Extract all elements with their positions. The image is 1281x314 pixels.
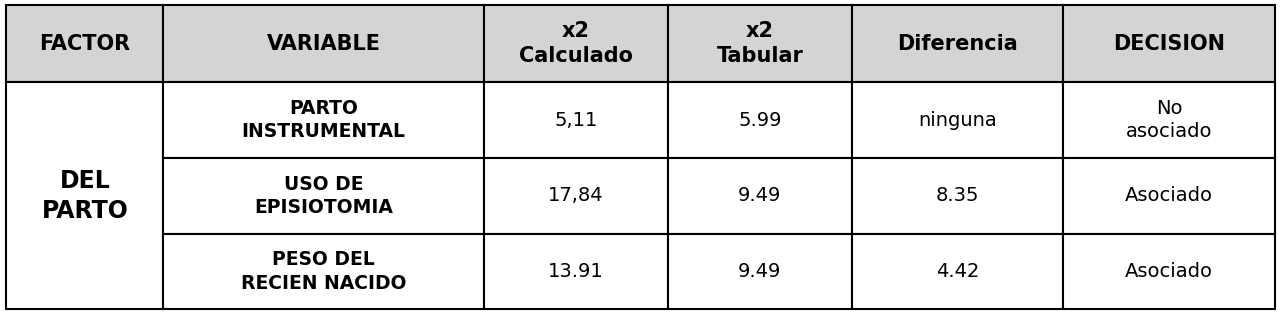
Bar bbox=[484, 234, 667, 309]
Text: PARTO
INSTRUMENTAL: PARTO INSTRUMENTAL bbox=[241, 99, 406, 141]
Text: 17,84: 17,84 bbox=[548, 186, 603, 205]
Text: DECISION: DECISION bbox=[1113, 34, 1225, 54]
Text: DEL
PARTO: DEL PARTO bbox=[41, 169, 128, 223]
Text: 4.42: 4.42 bbox=[936, 262, 979, 281]
Bar bbox=[1063, 82, 1275, 158]
Text: 13.91: 13.91 bbox=[548, 262, 603, 281]
Bar bbox=[1063, 158, 1275, 234]
Bar bbox=[852, 82, 1063, 158]
Bar bbox=[163, 234, 484, 309]
Bar bbox=[163, 82, 484, 158]
Bar bbox=[484, 5, 667, 82]
Bar bbox=[163, 158, 484, 234]
Bar bbox=[484, 82, 667, 158]
Text: Diferencia: Diferencia bbox=[897, 34, 1018, 54]
Text: USO DE
EPISIOTOMIA: USO DE EPISIOTOMIA bbox=[254, 175, 393, 217]
Bar bbox=[852, 5, 1063, 82]
Bar bbox=[163, 5, 484, 82]
Bar bbox=[1063, 234, 1275, 309]
Text: 9.49: 9.49 bbox=[738, 262, 781, 281]
Bar bbox=[852, 234, 1063, 309]
Text: 5.99: 5.99 bbox=[738, 111, 781, 130]
Text: 5,11: 5,11 bbox=[555, 111, 597, 130]
Bar bbox=[667, 158, 852, 234]
Text: FACTOR: FACTOR bbox=[40, 34, 131, 54]
Text: PESO DEL
RECIEN NACIDO: PESO DEL RECIEN NACIDO bbox=[241, 250, 406, 293]
Text: No
asociado: No asociado bbox=[1126, 99, 1212, 141]
Text: 9.49: 9.49 bbox=[738, 186, 781, 205]
Bar bbox=[667, 234, 852, 309]
Text: x2
Calculado: x2 Calculado bbox=[519, 21, 633, 66]
Text: Asociado: Asociado bbox=[1125, 262, 1213, 281]
Bar bbox=[484, 158, 667, 234]
Text: ninguna: ninguna bbox=[918, 111, 997, 130]
Bar bbox=[667, 82, 852, 158]
Bar bbox=[6, 82, 163, 309]
Text: x2
Tabular: x2 Tabular bbox=[716, 21, 803, 66]
Bar bbox=[667, 5, 852, 82]
Bar bbox=[852, 158, 1063, 234]
Bar bbox=[6, 5, 163, 82]
Text: 8.35: 8.35 bbox=[936, 186, 979, 205]
Text: VARIABLE: VARIABLE bbox=[266, 34, 380, 54]
Text: Asociado: Asociado bbox=[1125, 186, 1213, 205]
Bar bbox=[1063, 5, 1275, 82]
